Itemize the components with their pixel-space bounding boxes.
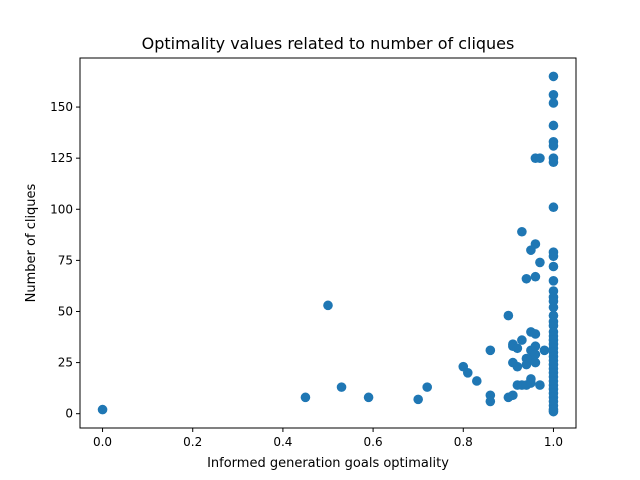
data-point <box>530 357 541 368</box>
data-point <box>548 98 559 108</box>
data-point <box>548 202 559 213</box>
data-point <box>548 406 559 417</box>
data-point <box>485 396 496 407</box>
x-tick-label: 0.6 <box>364 435 383 449</box>
y-tick-label: 75 <box>58 253 73 267</box>
data-point <box>512 343 523 354</box>
data-point <box>517 335 527 345</box>
x-tick-label: 0.0 <box>93 435 112 449</box>
y-axis-label: Number of cliques <box>24 183 39 302</box>
data-point <box>548 141 559 151</box>
data-point <box>539 345 550 356</box>
data-point <box>508 390 518 401</box>
data-point <box>503 310 514 321</box>
data-point <box>548 157 559 168</box>
data-point <box>548 261 559 272</box>
data-point <box>300 392 311 403</box>
data-point <box>535 380 545 390</box>
data-point <box>548 90 559 100</box>
data-point <box>462 368 473 378</box>
data-point <box>512 361 523 372</box>
data-point <box>323 300 333 311</box>
chart-title: Optimality values related to number of c… <box>142 34 515 53</box>
data-point <box>548 276 559 286</box>
y-tick-label: 100 <box>50 202 73 216</box>
data-point <box>485 345 496 356</box>
data-point <box>548 120 559 131</box>
data-point <box>521 273 532 284</box>
y-tick-label: 25 <box>58 356 73 370</box>
data-point <box>336 382 347 392</box>
x-tick-label: 0.4 <box>273 435 292 449</box>
data-point <box>548 302 559 313</box>
data-point <box>422 382 433 392</box>
y-tick-label: 150 <box>50 100 73 114</box>
data-point <box>97 404 108 415</box>
data-point <box>530 239 541 249</box>
data-point <box>363 392 374 403</box>
data-point <box>535 257 545 268</box>
x-tick-label: 1.0 <box>544 435 563 449</box>
data-point <box>530 271 541 282</box>
y-tick-label: 0 <box>65 407 73 421</box>
data-point <box>413 394 423 405</box>
y-tick-label: 50 <box>58 304 73 318</box>
x-tick-label: 0.8 <box>454 435 473 449</box>
data-point <box>530 329 541 339</box>
x-axis-label: Informed generation goals optimality <box>207 456 449 471</box>
data-point <box>517 226 527 237</box>
plot-frame <box>79 57 577 429</box>
data-point <box>530 349 541 360</box>
y-tick-label: 125 <box>50 151 73 165</box>
data-point <box>526 378 536 388</box>
data-point <box>535 153 545 163</box>
data-point <box>548 71 559 82</box>
data-point <box>472 376 482 386</box>
data-point <box>548 251 559 262</box>
data-point <box>530 341 541 352</box>
x-tick-label: 0.2 <box>183 435 202 449</box>
